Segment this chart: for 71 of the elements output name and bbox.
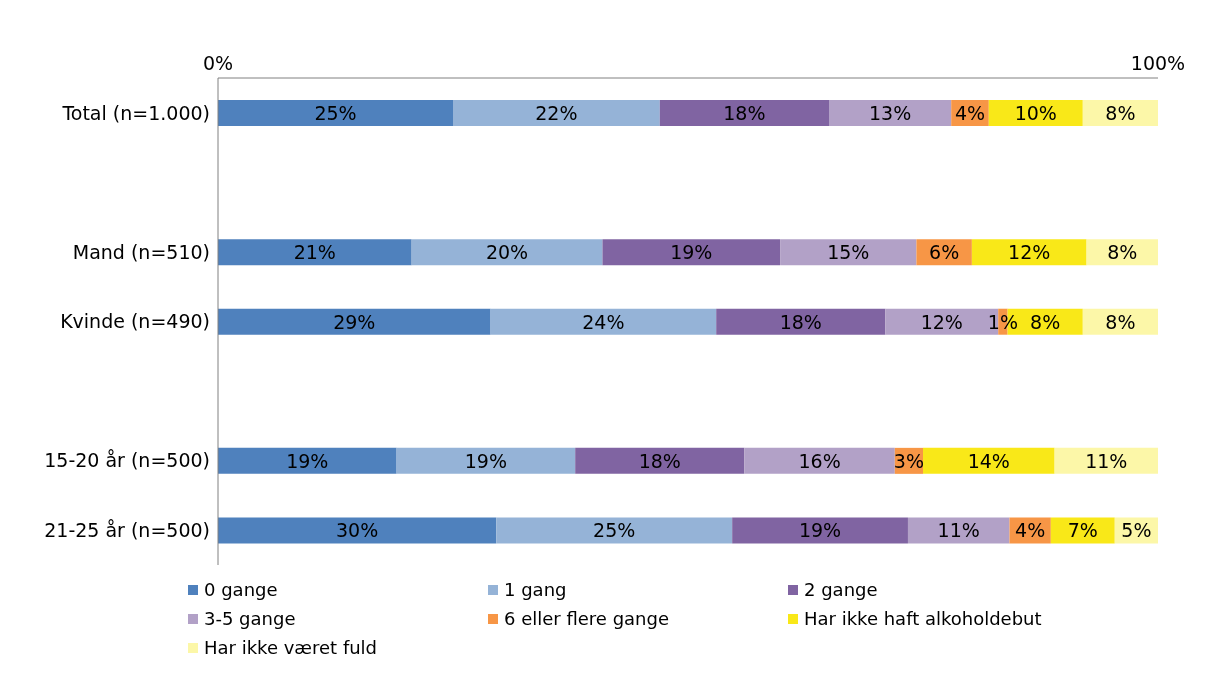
data-label: 11% — [937, 519, 980, 542]
legend-label: 0 gange — [204, 579, 278, 600]
y-tick-label: 21-25 år (n=500) — [44, 518, 210, 541]
data-label: 18% — [723, 102, 766, 124]
bar — [218, 239, 412, 266]
y-tick-label: 15-20 år (n=500) — [44, 449, 210, 472]
y-tick-label: Kvinde (n=490) — [60, 310, 210, 333]
data-label: 21% — [293, 241, 336, 264]
legend-label: Har ikke været fuld — [204, 637, 378, 658]
bar — [411, 239, 603, 266]
data-label: 1% — [987, 310, 1018, 333]
data-label: 18% — [638, 449, 681, 472]
bar — [490, 308, 717, 335]
data-label: 14% — [967, 449, 1010, 472]
bar — [732, 517, 908, 544]
bar — [218, 100, 453, 126]
bar — [396, 447, 576, 474]
bar — [744, 447, 895, 474]
data-label: 13% — [868, 102, 912, 124]
data-label: 29% — [333, 310, 376, 333]
data-label: 6% — [929, 241, 960, 264]
data-label: 8% — [1105, 102, 1136, 124]
legend-label: Har ikke haft alkoholdebut — [804, 608, 1042, 629]
data-label: 25% — [314, 102, 357, 124]
y-tick-label: Total (n=1.000) — [61, 101, 210, 124]
bar — [496, 517, 733, 544]
data-label: 16% — [798, 449, 841, 472]
data-label: 19% — [798, 519, 842, 542]
data-label: 19% — [286, 449, 329, 472]
y-tick-label: Mand (n=510) — [72, 240, 210, 263]
bar — [218, 447, 397, 474]
data-label: 11% — [1085, 449, 1128, 472]
legend-label: 1 gang — [504, 579, 567, 600]
bar — [907, 517, 1010, 544]
bar — [602, 239, 781, 266]
data-label: 8% — [1105, 310, 1136, 333]
bar — [453, 100, 660, 126]
data-label: 8% — [1030, 310, 1061, 333]
data-label: 12% — [920, 310, 963, 333]
data-label: 20% — [485, 241, 529, 264]
bar — [829, 100, 952, 126]
data-label: 25% — [593, 519, 636, 542]
data-label: 18% — [779, 310, 822, 333]
data-label: 10% — [1014, 102, 1057, 124]
data-label: 24% — [582, 310, 625, 333]
x-tick-label: 0% — [202, 52, 234, 74]
data-label: 5% — [1121, 519, 1152, 542]
data-label: 12% — [1008, 241, 1051, 264]
data-label: 30% — [336, 519, 379, 542]
bar — [923, 447, 1055, 474]
bar — [575, 447, 745, 474]
bar — [218, 517, 497, 544]
legend-label: 3-5 gange — [204, 608, 296, 629]
bar — [971, 239, 1087, 266]
data-label: 15% — [827, 241, 870, 264]
data-label: 4% — [954, 102, 986, 124]
data-label: 8% — [1107, 241, 1138, 264]
legend-label: 6 eller flere gange — [504, 608, 670, 629]
bar — [218, 308, 491, 335]
x-tick-label: 100% — [1130, 52, 1186, 74]
data-label: 4% — [1015, 519, 1046, 542]
bar — [1054, 447, 1158, 474]
data-label: 22% — [535, 102, 578, 124]
data-label: 3% — [893, 449, 924, 472]
bar — [659, 100, 829, 126]
bar — [716, 308, 886, 335]
bar — [780, 239, 917, 266]
data-label: 19% — [464, 449, 508, 472]
legend-label: 2 gange — [804, 579, 878, 600]
data-label: 7% — [1067, 519, 1098, 542]
data-label: 19% — [670, 241, 713, 264]
